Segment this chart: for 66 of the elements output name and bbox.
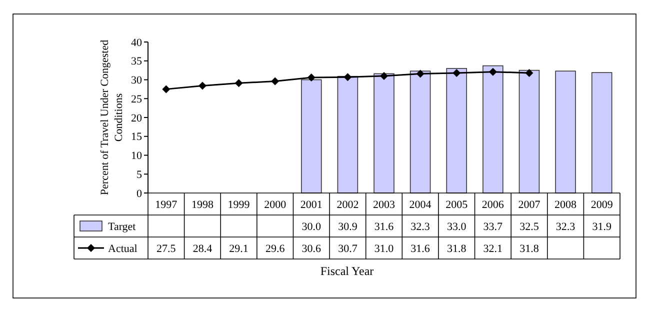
y-tick-label: 35 bbox=[131, 56, 142, 68]
data-label: 31.8 bbox=[446, 242, 467, 255]
data-label: 33.7 bbox=[483, 220, 504, 233]
x-tick-label: 2007 bbox=[518, 198, 541, 211]
y-tick-label: 15 bbox=[131, 131, 142, 144]
x-tick-label: 2004 bbox=[409, 198, 432, 211]
bar bbox=[482, 65, 504, 194]
data-label: 31.6 bbox=[410, 242, 430, 255]
bar bbox=[591, 72, 612, 194]
point bbox=[271, 77, 280, 86]
data-label: 31.9 bbox=[592, 220, 612, 233]
x-tick-label: 2000 bbox=[264, 198, 287, 211]
data-label: 32.3 bbox=[556, 220, 576, 233]
data-label: 32.3 bbox=[410, 220, 430, 233]
data-label: 28.4 bbox=[192, 242, 213, 255]
bar bbox=[410, 70, 431, 194]
point bbox=[380, 72, 388, 80]
data-label: 33.0 bbox=[446, 220, 467, 233]
data-label: 27.5 bbox=[156, 242, 176, 255]
legend-label: Actual bbox=[108, 242, 138, 255]
bar bbox=[446, 68, 467, 194]
y-tick-label: 30 bbox=[131, 74, 142, 87]
point bbox=[162, 85, 170, 94]
point bbox=[525, 68, 534, 77]
data-label: 31.0 bbox=[374, 242, 394, 255]
point bbox=[198, 82, 206, 90]
y-axis-title: Percent of Travel Under Congested Conditions bbox=[99, 39, 125, 196]
point bbox=[307, 73, 316, 82]
data-label: 30.0 bbox=[302, 220, 322, 233]
point bbox=[234, 79, 243, 88]
x-tick-label: 1998 bbox=[191, 198, 214, 211]
x-tick-label: 2003 bbox=[373, 198, 396, 211]
data-label: 30.7 bbox=[338, 242, 358, 255]
x-tick-label: 2002 bbox=[336, 198, 359, 211]
x-tick-label: 2009 bbox=[590, 198, 614, 211]
data-label: 30.9 bbox=[338, 220, 358, 233]
x-tick-label: 2001 bbox=[300, 198, 322, 211]
x-tick-label: 1997 bbox=[155, 198, 178, 211]
data-label: 31.6 bbox=[374, 220, 394, 233]
bar bbox=[337, 76, 358, 194]
data-label: 32.5 bbox=[520, 220, 540, 233]
bar bbox=[555, 70, 576, 194]
x-tick-label: 2006 bbox=[482, 198, 504, 211]
data-label: 30.6 bbox=[302, 242, 322, 255]
bar bbox=[374, 73, 394, 194]
y-tick-label: 10 bbox=[131, 150, 142, 162]
point bbox=[488, 68, 497, 76]
bar bbox=[301, 79, 322, 194]
data-label: 29.1 bbox=[229, 242, 248, 255]
y-tick-label: 5 bbox=[136, 168, 142, 181]
x-tick-label: 2005 bbox=[446, 198, 468, 211]
y-tick-label: 40 bbox=[131, 36, 142, 49]
y-tick-label: 0 bbox=[136, 188, 142, 200]
y-tick-label: 20 bbox=[131, 112, 142, 124]
point bbox=[416, 70, 424, 78]
x-tick-label: 1999 bbox=[228, 198, 250, 211]
data-label: 31.8 bbox=[520, 242, 540, 255]
data-label: 29.6 bbox=[265, 242, 286, 255]
point bbox=[452, 68, 461, 77]
y-tick-label: 25 bbox=[131, 93, 142, 106]
point bbox=[344, 73, 352, 82]
x-tick-label: 2008 bbox=[554, 198, 578, 211]
x-axis-title: Fiscal Year bbox=[320, 264, 374, 278]
legend-label: Target bbox=[108, 220, 136, 233]
data-label: 32.1 bbox=[483, 242, 503, 255]
bar bbox=[518, 70, 540, 194]
